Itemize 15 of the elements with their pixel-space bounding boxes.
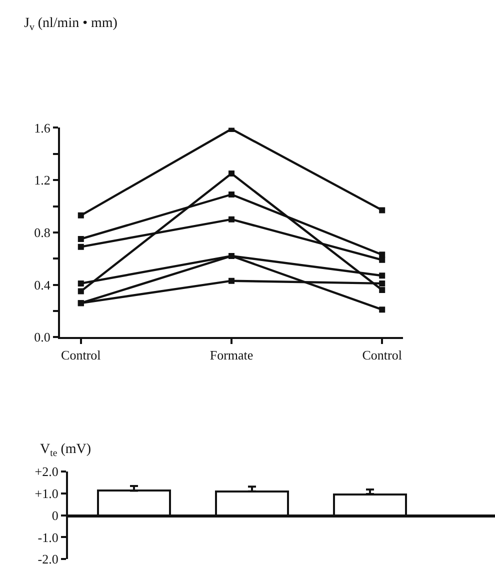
y-tick-label: 0.8 [34, 224, 50, 240]
y-tick-label: 1.2 [34, 172, 50, 188]
x-tick-label: Control [61, 348, 102, 363]
y-tick-label: +1.0 [34, 486, 58, 501]
y-tick-label: 0 [52, 508, 58, 523]
y-tick-label: 0.0 [34, 330, 50, 345]
y-tick-label: -1.0 [38, 530, 58, 545]
y-axis-title: J$_{v}$ (nl/min • mm) [24, 16, 118, 33]
y-axis-title: V$_{te}$ (mV) [40, 442, 92, 459]
x-tick-label: Formate [210, 348, 254, 363]
x-tick-label: Control [362, 348, 402, 363]
y-tick-label: +2.0 [34, 464, 58, 480]
y-tick-label: 0.4 [34, 277, 51, 292]
y-tick-label: -2.0 [38, 552, 58, 567]
y-tick-label: 1.6 [34, 120, 51, 136]
